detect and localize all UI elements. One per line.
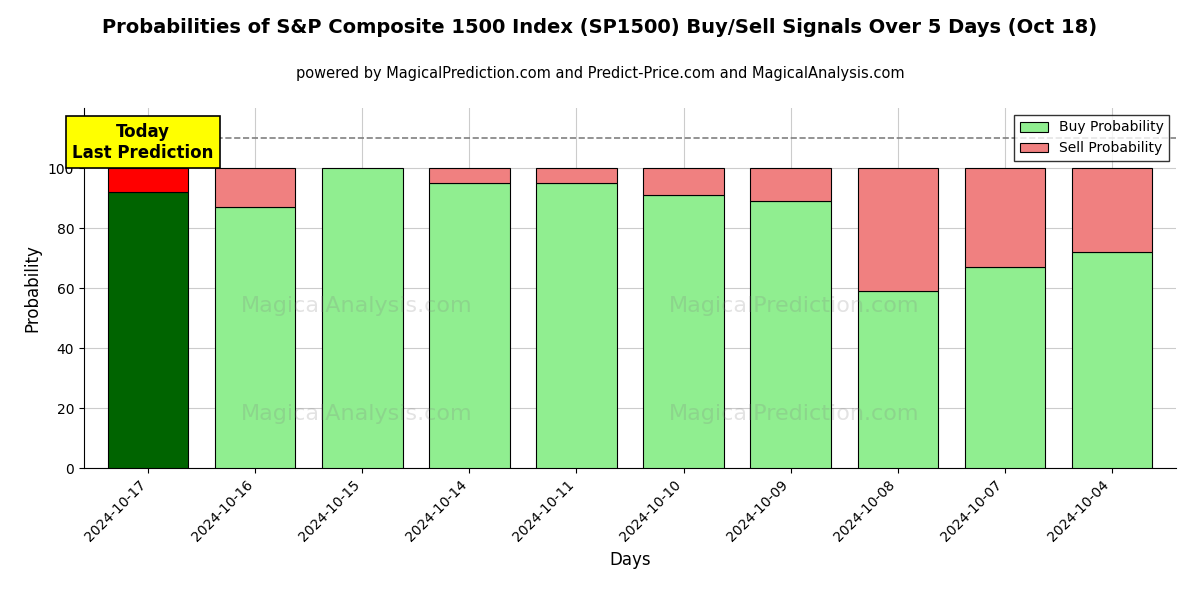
Bar: [858, 291, 937, 468]
Bar: [1072, 252, 1152, 468]
Bar: [750, 168, 830, 201]
Bar: [323, 168, 402, 468]
Bar: [858, 168, 937, 291]
Bar: [215, 168, 295, 207]
Bar: [643, 195, 724, 468]
Text: MagicalPrediction.com: MagicalPrediction.com: [668, 404, 919, 424]
Bar: [643, 168, 724, 195]
Bar: [1072, 168, 1152, 252]
Bar: [536, 168, 617, 183]
Text: MagicalAnalysis.com: MagicalAnalysis.com: [241, 404, 473, 424]
Bar: [108, 192, 188, 468]
Text: Probabilities of S&P Composite 1500 Index (SP1500) Buy/Sell Signals Over 5 Days : Probabilities of S&P Composite 1500 Inde…: [102, 18, 1098, 37]
Bar: [215, 207, 295, 468]
Text: MagicalAnalysis.com: MagicalAnalysis.com: [241, 296, 473, 316]
Bar: [965, 168, 1045, 267]
Bar: [430, 168, 510, 183]
Legend: Buy Probability, Sell Probability: Buy Probability, Sell Probability: [1014, 115, 1169, 161]
Bar: [536, 183, 617, 468]
Bar: [430, 183, 510, 468]
X-axis label: Days: Days: [610, 551, 650, 569]
Text: MagicalPrediction.com: MagicalPrediction.com: [668, 296, 919, 316]
Bar: [750, 201, 830, 468]
Bar: [108, 168, 188, 192]
Text: powered by MagicalPrediction.com and Predict-Price.com and MagicalAnalysis.com: powered by MagicalPrediction.com and Pre…: [295, 66, 905, 81]
Text: Today
Last Prediction: Today Last Prediction: [72, 123, 214, 162]
Y-axis label: Probability: Probability: [23, 244, 41, 332]
Bar: [965, 267, 1045, 468]
